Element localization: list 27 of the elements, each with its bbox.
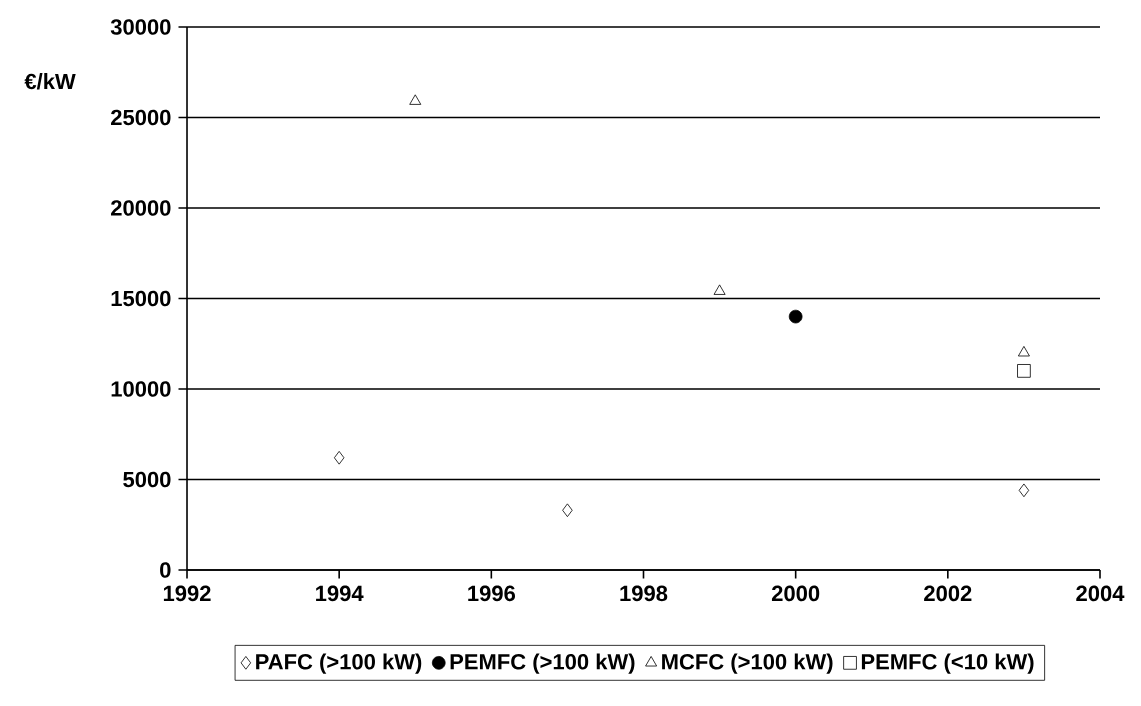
y-tick-label: 10000: [111, 381, 171, 397]
point: [788, 309, 803, 324]
x-tick-label: 1996: [468, 585, 516, 602]
y-tick-label: 5000: [123, 471, 171, 488]
y-tick-label: 30000: [110, 19, 171, 35]
x-tick-label: 2004: [1076, 585, 1125, 602]
point: [333, 450, 345, 465]
point: [1018, 483, 1030, 498]
y-tick-label: 15000: [111, 290, 171, 307]
point: [1017, 364, 1031, 378]
x-tick-label: 1994: [316, 585, 364, 602]
x-tick-label: 2000: [771, 585, 820, 602]
point: [562, 503, 573, 518]
y-tick-label: 0: [160, 562, 171, 578]
legend-label: PAFC (>100 kW): [256, 653, 422, 674]
point: [409, 94, 422, 105]
y-tick-label: 20000: [111, 200, 171, 216]
x-tick-label: 1998: [620, 585, 668, 602]
x-tick-label: 1992: [163, 585, 211, 602]
legend-label: PEMFC (<10 kW): [861, 653, 1034, 674]
x-tick-label: 2002: [924, 585, 972, 602]
legend-label: PEMFC (>100 kW): [450, 653, 635, 674]
point: [1017, 345, 1030, 357]
point: [713, 284, 726, 295]
legend-label: MCFC (>100 kW): [662, 653, 833, 674]
y-axis-title: €/kW: [24, 73, 76, 90]
y-tick-label: 25000: [111, 109, 171, 126]
